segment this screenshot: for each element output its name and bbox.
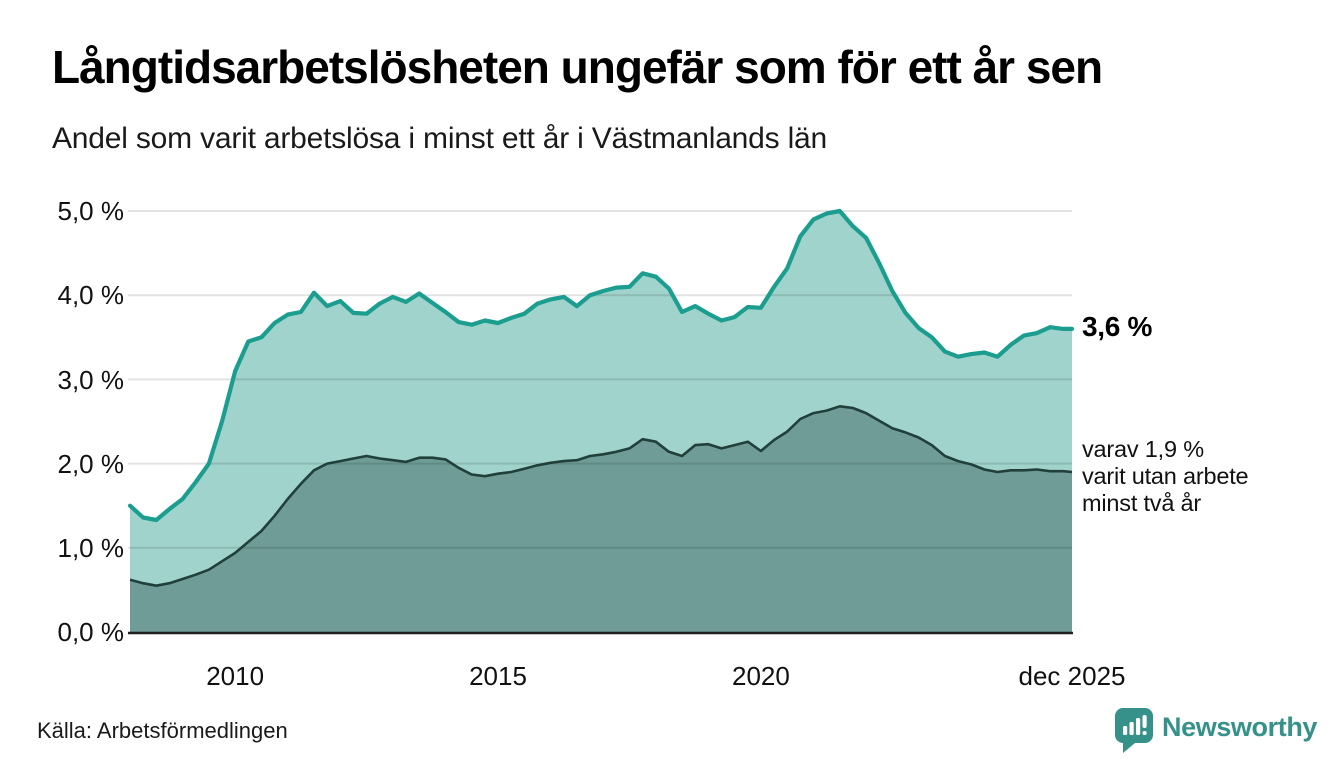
annotation-line: varit utan arbete <box>1082 463 1249 489</box>
y-axis-tick-label: 1,0 % <box>57 533 125 563</box>
y-axis-tick-label: 0,0 % <box>57 617 125 647</box>
area-subset <box>130 406 1072 632</box>
line-total <box>127 208 1075 523</box>
newsworthy-logo: Newsworthy <box>1115 708 1317 753</box>
source-note: Källa: Arbetsförmedlingen <box>37 718 288 743</box>
speech-bubble-shape <box>1115 708 1153 753</box>
y-axis-tick-label: 5,0 % <box>57 196 125 226</box>
subset-series-annotation: varav 1,9 % varit utan arbete minst två … <box>1082 436 1322 517</box>
y-axis-tick-label: 3,0 % <box>57 365 125 395</box>
page-title: Långtidsarbetslösheten ungefär som för e… <box>52 41 1103 93</box>
chart-subtitle: Andel som varit arbetslösa i minst ett å… <box>52 122 828 155</box>
y-axis-tick-label: 4,0 % <box>57 280 125 310</box>
x-axis-tick-label: 2015 <box>469 661 527 691</box>
x-axis-tick-label: dec 2025 <box>1018 661 1126 691</box>
newsworthy-icon <box>1115 708 1153 753</box>
line-subset <box>129 405 1073 587</box>
latest-value-label: 3,6 % <box>1082 311 1153 342</box>
y-axis-tick-label: 2,0 % <box>57 449 125 479</box>
newsworthy-wordmark: Newsworthy <box>1162 712 1318 742</box>
annotation-line: minst två år <box>1082 490 1202 516</box>
x-axis-tick-label: 2010 <box>206 661 265 691</box>
annotation-line: varav 1,9 % <box>1082 436 1204 462</box>
x-axis-tick-label: 2020 <box>731 661 790 691</box>
